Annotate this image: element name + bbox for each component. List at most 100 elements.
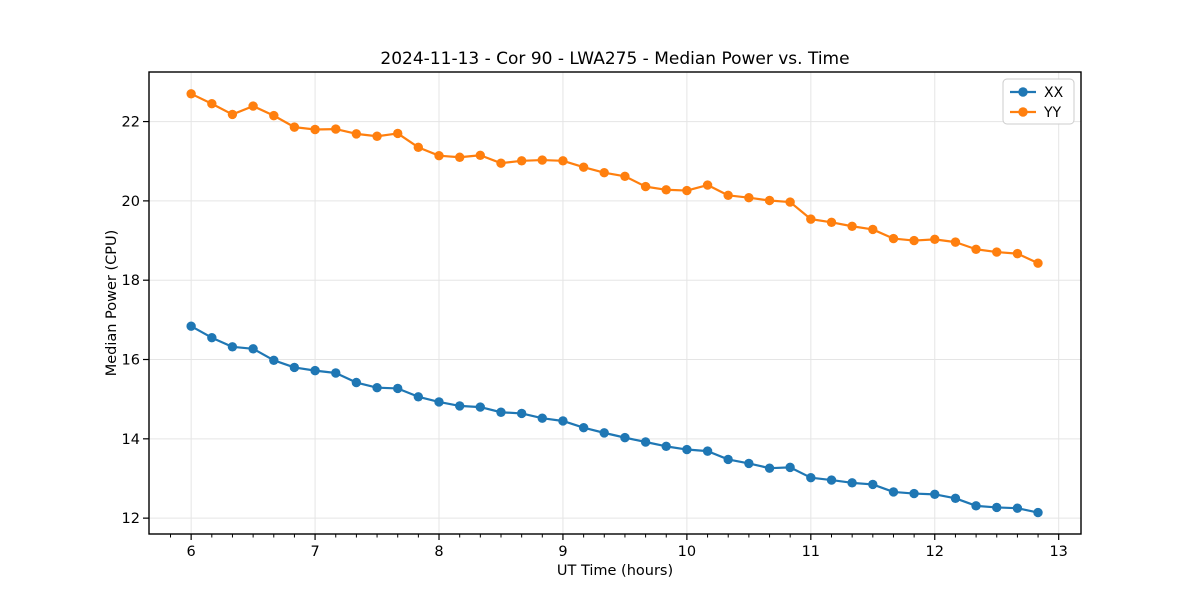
data-point-yy <box>1012 248 1023 259</box>
data-point-yy <box>578 162 589 172</box>
data-point-xx <box>992 502 1002 513</box>
data-point-xx <box>227 342 238 352</box>
data-point-yy <box>248 101 258 111</box>
data-point-xx <box>826 475 837 485</box>
data-point-yy <box>888 233 899 244</box>
data-point-yy <box>434 150 444 161</box>
y-tick-label: 22 <box>122 115 140 131</box>
data-point-xx <box>971 501 981 511</box>
data-point-xx <box>455 401 465 411</box>
data-point-yy <box>909 235 919 246</box>
data-point-xx <box>868 479 878 490</box>
data-point-yy <box>682 185 692 196</box>
data-point-xx <box>207 332 217 343</box>
data-point-yy <box>207 99 217 109</box>
data-point-xx <box>351 377 362 388</box>
data-point-yy <box>950 237 961 247</box>
data-point-xx <box>702 446 713 456</box>
axes-box <box>148 71 1082 535</box>
data-point-xx <box>620 432 630 443</box>
data-point-xx <box>496 407 506 417</box>
data-point-yy <box>516 156 527 166</box>
data-point-yy <box>186 89 196 99</box>
x-tick-label: 7 <box>310 544 319 560</box>
x-axis-label: UT Time (hours) <box>557 563 673 579</box>
data-point-xx <box>599 428 609 438</box>
y-tick-label: 20 <box>122 194 140 210</box>
data-point-xx <box>248 344 258 354</box>
data-point-yy <box>1033 258 1043 268</box>
data-point-xx <box>1012 503 1023 513</box>
data-point-xx <box>682 444 692 455</box>
data-point-xx <box>1033 507 1043 518</box>
y-tick-label: 12 <box>122 511 140 527</box>
data-point-xx <box>785 462 795 473</box>
x-tick-label: 8 <box>434 544 443 560</box>
data-point-xx <box>269 355 279 366</box>
data-point-yy <box>393 128 403 139</box>
x-tick-label: 11 <box>802 544 820 560</box>
x-tick-label: 12 <box>926 544 944 560</box>
x-tick-label: 13 <box>1049 544 1067 560</box>
data-point-xx <box>930 489 940 500</box>
data-point-xx <box>434 397 444 407</box>
data-point-xx <box>764 463 775 473</box>
data-point-yy <box>227 109 238 120</box>
data-point-xx <box>661 441 671 452</box>
data-point-yy <box>537 155 547 165</box>
data-point-xx <box>186 321 196 331</box>
data-point-yy <box>496 158 506 168</box>
series-line-xx <box>190 325 1039 514</box>
data-point-yy <box>558 156 568 166</box>
data-point-yy <box>475 150 485 160</box>
data-point-yy <box>930 234 940 245</box>
data-point-yy <box>744 193 754 203</box>
data-point-xx <box>888 487 899 497</box>
data-point-yy <box>269 110 279 121</box>
data-point-yy <box>310 124 320 135</box>
data-point-xx <box>413 392 424 402</box>
data-point-xx <box>578 423 589 433</box>
legend-label-xx: XX <box>1044 85 1064 101</box>
data-point-xx <box>475 402 485 412</box>
data-point-yy <box>702 180 713 190</box>
data-point-yy <box>661 185 671 195</box>
data-point-xx <box>393 383 403 394</box>
data-point-yy <box>785 197 795 207</box>
data-point-yy <box>455 152 465 162</box>
data-point-yy <box>640 181 651 192</box>
x-tick-label: 9 <box>558 544 567 560</box>
data-point-xx <box>806 472 816 483</box>
y-axis-label: Median Power (CPU) <box>104 230 120 377</box>
data-point-yy <box>620 171 630 181</box>
data-point-xx <box>950 493 961 504</box>
data-point-yy <box>971 244 981 254</box>
data-point-xx <box>516 408 527 419</box>
data-point-yy <box>992 247 1002 257</box>
data-point-yy <box>331 124 341 134</box>
data-point-xx <box>744 458 754 469</box>
data-point-yy <box>289 122 300 132</box>
data-point-xx <box>372 382 382 393</box>
data-point-yy <box>723 190 733 201</box>
data-point-xx <box>537 413 547 423</box>
legend-marker-xx <box>1018 87 1028 97</box>
data-point-yy <box>826 217 837 227</box>
data-point-xx <box>558 416 568 426</box>
data-point-yy <box>372 131 382 141</box>
legend-marker-yy <box>1018 107 1028 117</box>
y-tick-label: 18 <box>122 273 140 289</box>
data-point-xx <box>640 437 651 447</box>
data-point-xx <box>331 368 341 378</box>
chart-title: 2024-11-13 - Cor 90 - LWA275 - Median Po… <box>380 49 849 69</box>
y-tick-label: 14 <box>122 432 140 448</box>
data-point-yy <box>806 214 816 224</box>
legend-box <box>1002 78 1075 125</box>
x-tick-label: 6 <box>187 544 196 560</box>
data-point-yy <box>599 168 609 178</box>
data-point-xx <box>909 488 919 499</box>
x-tick-label: 10 <box>678 544 696 560</box>
data-point-yy <box>413 142 424 153</box>
